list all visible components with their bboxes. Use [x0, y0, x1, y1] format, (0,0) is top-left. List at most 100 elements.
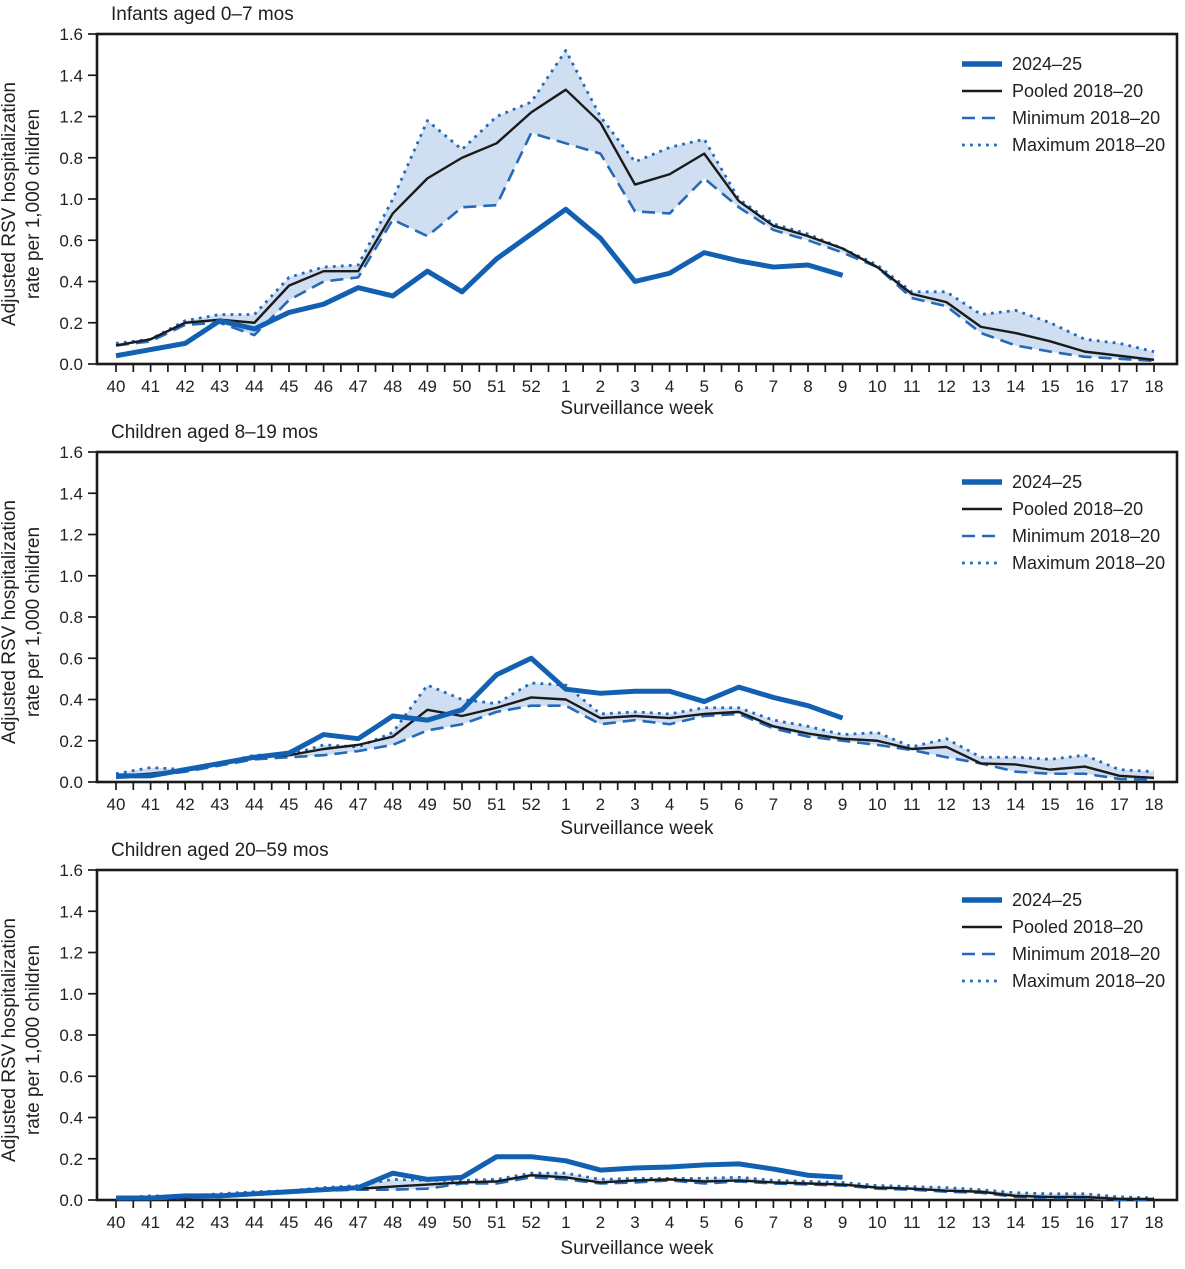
plot-border: [95, 32, 1179, 366]
x-tick-label: 4: [665, 795, 674, 814]
y-tick-label: 1.0: [59, 985, 83, 1004]
y-tick-label: 1.2: [59, 944, 83, 963]
x-tick-label: 11: [903, 377, 921, 396]
x-tick-label: 9: [838, 795, 847, 814]
x-tick-label: 7: [769, 1213, 778, 1232]
x-tick-label: 45: [280, 1213, 299, 1232]
x-tick-label: 4: [665, 1213, 674, 1232]
min-max-band-area: [116, 683, 1154, 780]
x-tick-label: 8: [803, 377, 812, 396]
y-tick-label: 1.0: [59, 567, 83, 586]
x-tick-label: 51: [487, 795, 506, 814]
x-tick-label: 44: [245, 795, 264, 814]
panel-children-8-19-mos: Children aged 8–19 mos Adjusted RSV hosp…: [0, 422, 1185, 850]
x-tick-label: 42: [176, 1213, 195, 1232]
x-tick-label: 7: [769, 377, 778, 396]
series-line-dotted: [115, 1171, 1155, 1200]
x-tick-label: 50: [453, 795, 472, 814]
x-tick-label: 6: [734, 795, 743, 814]
x-tick-label: 4: [665, 377, 674, 396]
y-tick-label: 0.8: [59, 149, 83, 168]
x-tick-label: 9: [838, 1213, 847, 1232]
legend-label: Pooled 2018–20: [1012, 917, 1143, 937]
legend-label: Pooled 2018–20: [1012, 499, 1143, 519]
x-tick-label: 40: [107, 1213, 126, 1232]
legend-label: Maximum 2018–20: [1012, 135, 1165, 155]
panel-title: Infants aged 0–7 mos: [111, 4, 294, 25]
x-tick-label: 1: [561, 1213, 570, 1232]
x-tick-label: 6: [734, 1213, 743, 1232]
x-tick-label: 16: [1075, 795, 1094, 814]
x-tick-label: 49: [418, 377, 437, 396]
x-tick-label: 41: [141, 1213, 160, 1232]
y-tick-label: 1.6: [59, 863, 83, 880]
x-tick-label: 10: [868, 1213, 887, 1232]
y-tick-label: 0.6: [59, 649, 83, 668]
y-tick-label: 0.4: [59, 273, 83, 292]
legend: 2024–25 Pooled 2018–20 Minimum 2018–20 Maxi…: [962, 54, 1165, 155]
x-tick-label: 17: [1110, 1213, 1129, 1232]
series-line-thick: [116, 655, 844, 779]
x-axis-title: Surveillance week: [560, 818, 714, 839]
series-line-dotted: [115, 49, 1155, 353]
x-tick-label: 2: [596, 1213, 605, 1232]
x-tick-label: 14: [1006, 795, 1025, 814]
x-tick-label: 45: [280, 377, 299, 396]
panel-infants-0-7-mos: Infants aged 0–7 mos Adjusted RSV hospit…: [0, 4, 1185, 432]
plot-border: [95, 868, 1179, 1202]
x-tick-label: 47: [349, 795, 368, 814]
x-tick-label: 11: [903, 795, 921, 814]
x-tick-label: 17: [1110, 377, 1129, 396]
x-tick-label: 12: [937, 795, 956, 814]
legend: 2024–25 Pooled 2018–20 Minimum 2018–20 Maxi…: [962, 472, 1165, 573]
x-tick-label: 46: [314, 1213, 333, 1232]
x-tick-label: 10: [868, 795, 887, 814]
legend-label: Maximum 2018–20: [1012, 553, 1165, 573]
x-tick-label: 50: [453, 377, 472, 396]
legend-label: 2024–25: [1012, 54, 1082, 74]
series-line-dotted: [115, 681, 1155, 776]
min-max-band-area: [116, 50, 1154, 361]
y-tick-label: 1.6: [59, 27, 83, 44]
x-tick-label: 50: [453, 1213, 472, 1232]
x-tick-label: 11: [903, 1213, 921, 1232]
y-tick-label: 0.8: [59, 608, 83, 627]
plot-border: [95, 450, 1179, 784]
x-axis: 40 41 42 43 44 45 46 47 48 49 50 51 52 1 2 3 4 5 6 7 8 9 10 11 1…: [107, 1200, 1163, 1232]
y-tick-label: 0.2: [59, 314, 83, 333]
x-tick-label: 42: [176, 795, 195, 814]
x-tick-label: 44: [245, 1213, 264, 1232]
x-tick-label: 3: [630, 377, 639, 396]
x-tick-label: 13: [972, 377, 991, 396]
panel-title: Children aged 8–19 mos: [111, 422, 319, 443]
x-tick-label: 2: [596, 377, 605, 396]
x-tick-label: 1: [561, 795, 570, 814]
x-tick-label: 8: [803, 1213, 812, 1232]
x-tick-label: 10: [868, 377, 887, 396]
x-tick-label: 7: [769, 795, 778, 814]
x-tick-label: 43: [210, 795, 229, 814]
y-axis: 0.0 0.2 0.4 0.6 1.0 0.8 1.2 1.4 1.6: [59, 27, 97, 374]
x-tick-label: 5: [699, 377, 708, 396]
x-tick-label: 15: [1041, 795, 1060, 814]
series-line-thick: [115, 206, 844, 359]
x-tick-label: 5: [699, 795, 708, 814]
x-tick-label: 1: [561, 377, 570, 396]
x-tick-label: 8: [803, 795, 812, 814]
x-tick-label: 46: [314, 377, 333, 396]
x-tick-label: 51: [487, 377, 506, 396]
x-tick-label: 15: [1041, 1213, 1060, 1232]
x-tick-label: 49: [418, 795, 437, 814]
series-line-dashed: [115, 131, 1155, 363]
y-tick-label: 0.6: [59, 1067, 83, 1086]
plot-children-20-59-mos: 40 41 42 43 44 45 46 47 48 49 50 51 52 1 2 3 4 5 6 7 8 9 10 11 1…: [59, 863, 1179, 1232]
y-tick-label: 1.4: [59, 902, 83, 921]
y-tick-label: 1.2: [59, 108, 83, 127]
legend-label: Minimum 2018–20: [1012, 108, 1160, 128]
panel-children-20-59-mos: Children aged 20–59 mos Adjusted RSV hos…: [0, 840, 1185, 1268]
x-tick-label: 48: [383, 795, 402, 814]
x-tick-label: 18: [1145, 377, 1164, 396]
x-tick-label: 3: [630, 795, 639, 814]
x-axis-title: Surveillance week: [560, 1238, 714, 1259]
y-tick-label: 0.4: [59, 691, 83, 710]
